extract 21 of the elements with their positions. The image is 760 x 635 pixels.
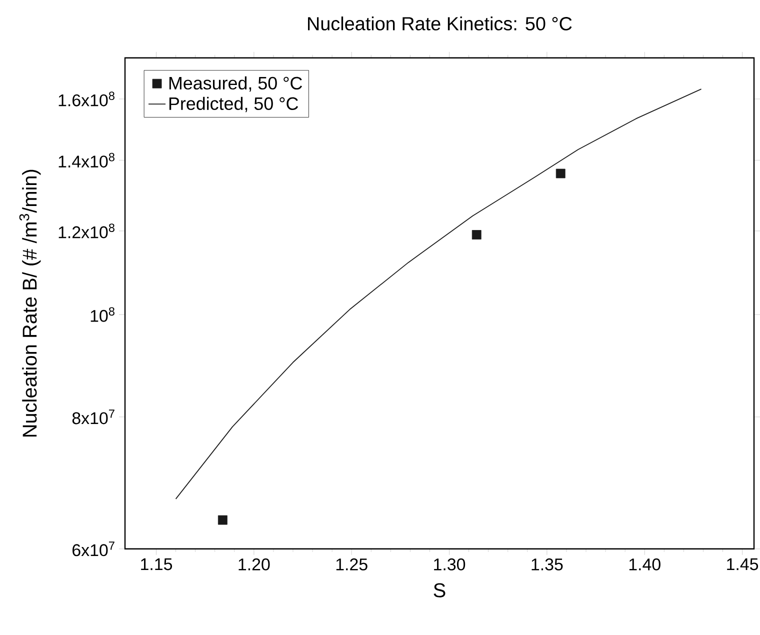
x-tick-label: 1.45 bbox=[727, 558, 758, 570]
point bbox=[218, 515, 228, 525]
legend-label: Measured, 50 °C bbox=[169, 76, 302, 92]
x-tick-label: 1.40 bbox=[629, 558, 660, 570]
y-axis-title: Nucleation Rate B/ (# /m$^{3}$/min) bbox=[19, 170, 41, 437]
y-tick-label: 1.2x10$^{8}$ bbox=[58, 224, 114, 238]
point bbox=[472, 230, 482, 240]
point bbox=[556, 168, 566, 178]
x-tick-label: 1.15 bbox=[141, 558, 172, 570]
legend-label: Predicted, 50 °C bbox=[169, 96, 298, 112]
y-tick-label: 6x10$^{7}$ bbox=[72, 542, 114, 556]
x-tick-label: 1.35 bbox=[532, 558, 563, 570]
y-tick-label: 8x10$^{7}$ bbox=[72, 410, 114, 424]
x-tick-label: 1.20 bbox=[238, 558, 270, 570]
y-tick-label: 10$^{8}$ bbox=[90, 307, 114, 322]
x-tick-label: 1.25 bbox=[336, 558, 368, 570]
y-tick-label: 1.6x10$^{8}$ bbox=[58, 92, 114, 106]
x-axis-title: S bbox=[434, 583, 446, 598]
chart-title: Nucleation Rate Kinetics: 50 °C bbox=[308, 16, 572, 30]
x-tick-label: 1.30 bbox=[434, 558, 466, 570]
y-tick-label: 1.4x10$^{8}$ bbox=[58, 152, 114, 168]
